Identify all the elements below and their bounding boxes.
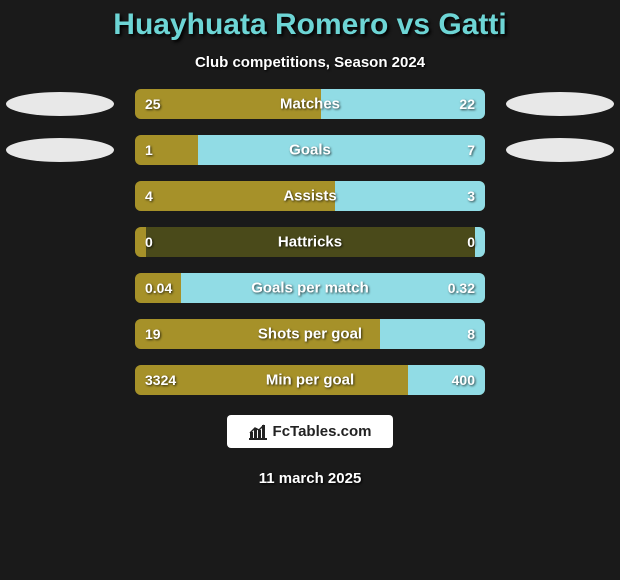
stat-row: Assists 4 3 [0,181,620,211]
stat-label: Matches [280,96,340,113]
stat-row: Goals per match 0.04 0.32 [0,273,620,303]
stat-row: Hattricks 0 0 [0,227,620,257]
bar-fill-right [475,227,486,257]
stat-row: Min per goal 3324 400 [0,365,620,395]
logo-text: FcTables.com [273,423,372,440]
stat-value-left: 3324 [145,372,176,388]
stat-bar: Min per goal 3324 400 [135,365,485,395]
fctables-logo[interactable]: FcTables.com [227,415,394,448]
stat-label: Min per goal [266,372,354,389]
player-badge-right [506,92,614,116]
stat-label: Shots per goal [258,326,362,343]
stat-rows: Matches 25 22 Goals 1 7 Assists 4 3 Hattricks 0 0 Go… [0,89,620,395]
stat-value-right: 3 [467,188,475,204]
player-badge-left [6,92,114,116]
bar-fill-left [135,227,146,257]
player-badge-left [6,138,114,162]
stat-value-right: 7 [467,142,475,158]
stat-label: Hattricks [278,234,342,251]
date-label: 11 march 2025 [259,470,362,487]
stat-value-right: 400 [452,372,475,388]
stat-row: Matches 25 22 [0,89,620,119]
stat-label: Goals per match [251,280,369,297]
stat-bar: Goals 1 7 [135,135,485,165]
stat-bar: Assists 4 3 [135,181,485,211]
player-badge-right [506,138,614,162]
bar-fill-right [198,135,485,165]
stat-value-left: 4 [145,188,153,204]
stat-label: Goals [289,142,331,159]
stat-value-left: 19 [145,326,161,342]
chart-icon [249,424,267,440]
stat-row: Shots per goal 19 8 [0,319,620,349]
stat-value-right: 0 [467,234,475,250]
stat-value-right: 0.32 [448,280,475,296]
stat-bar: Hattricks 0 0 [135,227,485,257]
stat-value-left: 0.04 [145,280,172,296]
subtitle: Club competitions, Season 2024 [195,54,425,71]
stat-value-left: 0 [145,234,153,250]
comparison-widget: Huayhuata Romero vs Gatti Club competiti… [0,0,620,580]
stat-row: Goals 1 7 [0,135,620,165]
bar-fill-right [335,181,486,211]
stat-bar: Goals per match 0.04 0.32 [135,273,485,303]
stat-value-left: 1 [145,142,153,158]
stat-value-left: 25 [145,96,161,112]
stat-value-right: 22 [459,96,475,112]
stat-label: Assists [283,188,336,205]
stat-bar: Shots per goal 19 8 [135,319,485,349]
stat-bar: Matches 25 22 [135,89,485,119]
stat-value-right: 8 [467,326,475,342]
page-title: Huayhuata Romero vs Gatti [113,8,506,42]
